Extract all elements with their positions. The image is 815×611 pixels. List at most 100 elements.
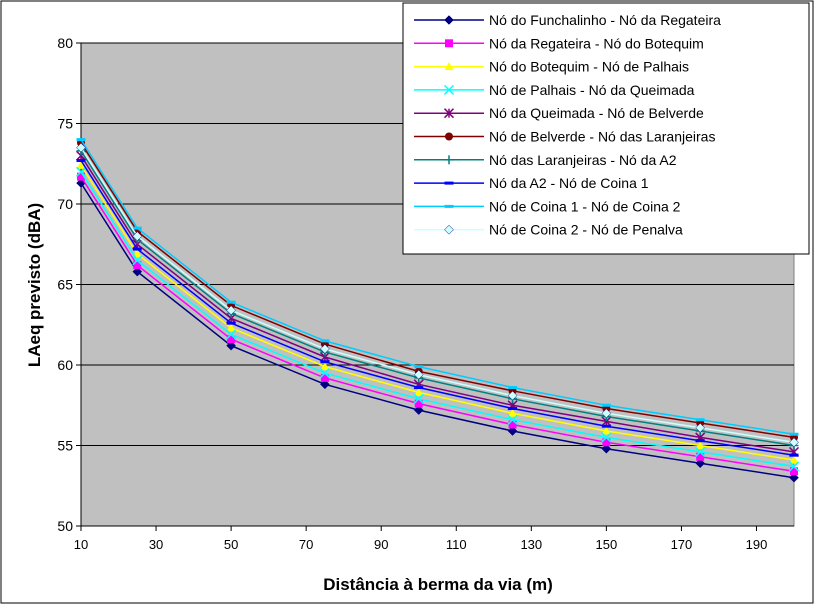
data-point [695, 439, 705, 443]
data-point [320, 373, 329, 382]
data-point [226, 300, 236, 304]
legend-marker [445, 132, 453, 141]
data-point [132, 266, 143, 277]
x-tick-label: 70 [299, 537, 313, 552]
series-1 [76, 178, 799, 483]
data-point [508, 406, 518, 410]
data-point [601, 443, 612, 454]
marker-stroke [413, 393, 424, 404]
x-tick-label: 50 [224, 537, 238, 552]
legend-box [402, 2, 810, 255]
data-point [320, 360, 330, 364]
data-point [413, 369, 424, 380]
data-point [507, 426, 518, 436]
legend-marker [444, 204, 454, 208]
data-point [695, 422, 706, 433]
legend-label: Nó de Palhais - Nó da Queimada [489, 82, 695, 98]
x-axis-title: Distância à berma da via (m) [323, 575, 553, 594]
data-point [133, 261, 142, 270]
series-2 [77, 172, 798, 476]
legend-marker [444, 62, 454, 71]
data-point [413, 393, 424, 404]
data-point [320, 379, 330, 390]
legend-label: Nó da A2 - Nó de Coina 1 [489, 175, 649, 191]
data-point [508, 408, 518, 417]
axes: 50 55 60 65 70 75 80 10 30 50 70 90 110 130 150 170 190 [57, 35, 794, 552]
data-point [601, 403, 611, 407]
legend-label: Nó das Laranjeiras - Nó da A2 [489, 152, 677, 168]
x-tick-label: 190 [746, 537, 768, 552]
data-point [320, 344, 330, 354]
data-point [414, 399, 423, 408]
legend-entry: Nó da Regateira - Nó do Botequim [414, 35, 704, 51]
x-tick-label: 130 [520, 537, 542, 552]
series-9 [76, 138, 799, 436]
data-point [75, 166, 87, 177]
data-point [320, 339, 330, 343]
data-point [413, 405, 424, 415]
data-point [320, 362, 330, 371]
legend-entry: Nó das Laranjeiras - Nó da A2 [414, 152, 677, 168]
marker-stroke [319, 368, 330, 379]
legend-marker [443, 108, 455, 119]
legend-label: Nó de Coina 2 - Nó de Penalva [489, 222, 683, 238]
x-tick-label: 10 [74, 537, 88, 552]
legend-entry: Nó do Funchalinho - Nó da Regateira [414, 12, 721, 28]
series-4 [75, 166, 800, 472]
y-tick-label: 80 [57, 35, 73, 51]
data-point [602, 438, 611, 447]
marker-stroke [75, 166, 87, 177]
data-point [507, 414, 518, 425]
data-point [132, 255, 143, 266]
data-point [414, 386, 424, 390]
legend-marker [443, 84, 455, 95]
y-tick-label: 70 [57, 196, 73, 212]
legend-marker [445, 39, 453, 48]
x-tick-label: 170 [671, 537, 693, 552]
data-point [695, 441, 705, 449]
data-point [789, 455, 799, 464]
legend-label: Nó de Coina 1 - Nó de Coina 2 [489, 198, 681, 214]
data-point [76, 142, 86, 153]
data-point [601, 426, 611, 435]
legend-marker [444, 155, 454, 165]
data-point [226, 305, 236, 316]
series-group [75, 138, 800, 483]
x-tick-label: 90 [374, 537, 388, 552]
marker-stroke [788, 461, 800, 472]
data-point [695, 458, 706, 469]
data-point [508, 386, 518, 390]
marker-stroke [601, 432, 612, 443]
y-tick-label: 65 [57, 277, 73, 293]
legend-entry: Nó da A2 - Nó de Coina 1 [414, 175, 649, 191]
data-point [132, 226, 142, 230]
data-point [601, 424, 611, 428]
y-axis-title: LAeq previsto (dBA) [25, 203, 44, 367]
legend-label: Nó do Botequim - Nó de Palhais [489, 59, 689, 75]
data-point [319, 368, 330, 379]
y-tick-label: 50 [57, 518, 73, 534]
data-point [789, 472, 799, 483]
marker-stroke [226, 329, 237, 340]
data-point [76, 160, 86, 169]
data-point [227, 335, 236, 344]
x-tick-label: 150 [596, 537, 618, 552]
data-point [226, 323, 236, 332]
x-tick-label: 30 [149, 537, 163, 552]
data-point [76, 159, 86, 163]
marker-stroke [695, 446, 706, 457]
marker-stroke [443, 84, 455, 95]
legend-marker [444, 181, 454, 185]
legend: Nó do Funchalinho - Nó da Regateira Nó da… [402, 2, 810, 255]
data-point [790, 467, 798, 476]
data-point [76, 138, 86, 142]
series-8 [76, 159, 799, 457]
data-point [414, 365, 424, 369]
data-point [508, 420, 517, 429]
x-tick-label: 110 [446, 537, 467, 552]
legend-entry: Nó de Belverde - Nó das Laranjeiras [414, 129, 715, 145]
y-tick-label: 55 [57, 438, 73, 454]
data-point [414, 387, 424, 396]
